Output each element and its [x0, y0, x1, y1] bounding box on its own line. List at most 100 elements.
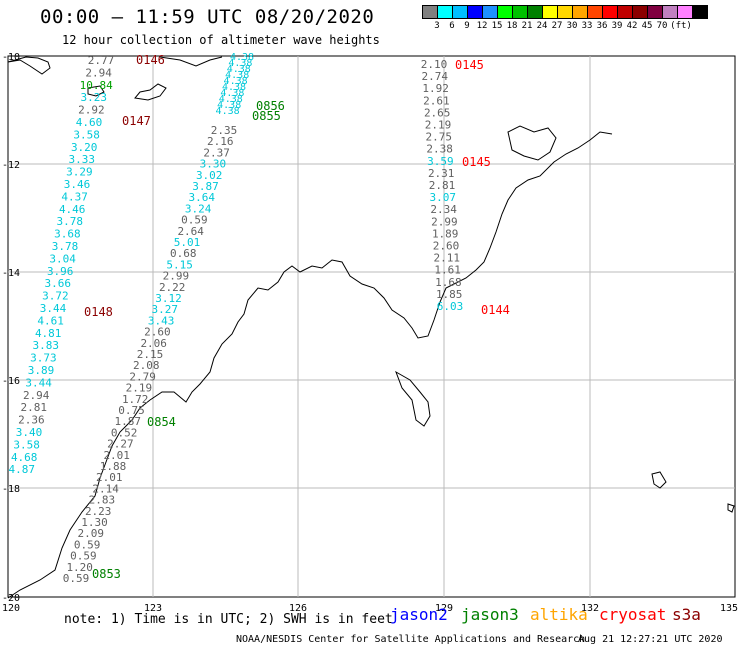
wave-height-value: 3.83 — [33, 339, 60, 352]
coast-north-islands — [7, 56, 51, 75]
wave-height-value-dense: 4.38 — [219, 94, 243, 105]
lat-tick-label: -18 — [2, 484, 20, 495]
pass-time-label: 0856 — [256, 99, 285, 113]
wave-height-value: 3.68 — [54, 228, 81, 241]
lon-tick-label: 123 — [144, 603, 162, 614]
color-scale-label: 70 — [656, 21, 668, 31]
wave-height-value: 4.60 — [76, 116, 103, 129]
wave-height-value: 4.37 — [61, 190, 88, 203]
lat-tick-label: -20 — [2, 593, 20, 604]
wave-height-value: 3.46 — [64, 178, 91, 191]
wave-height-value: 2.75 — [426, 131, 453, 144]
coast-tiny-2 — [727, 503, 735, 513]
wave-height-value: 3.04 — [49, 252, 76, 265]
color-scale-label: 39 — [611, 21, 623, 31]
lat-tick-label: -12 — [2, 160, 20, 171]
wave-height-value: 5.15 — [166, 258, 193, 271]
map-frame — [7, 55, 736, 598]
coastline — [7, 56, 735, 599]
color-scale-labels: 3 6 9 12 15 18 21 24 27 30 33 36 39 42 45 70 (ft) — [422, 19, 707, 31]
color-scale-label: 12 — [476, 21, 488, 31]
color-scale-label: 27 — [551, 21, 563, 31]
wave-height-value: 2.94 — [23, 389, 50, 402]
wave-height-value: 3.30 — [200, 158, 227, 171]
wave-height-value: 3.64 — [189, 191, 216, 204]
wave-height-value: 1.89 — [432, 227, 459, 240]
lon-tick-label: 120 — [2, 603, 20, 614]
wave-height-value: 3.87 — [192, 180, 219, 193]
wave-height-value: 1.61 — [434, 264, 461, 277]
color-scale-label: 33 — [581, 21, 593, 31]
wave-height-value: 2.60 — [144, 326, 171, 339]
wave-height-value: 2.83 — [89, 494, 116, 507]
color-scale-label: 18 — [506, 21, 518, 31]
wave-height-value: 1.72 — [122, 393, 149, 406]
color-scale-label: 15 — [491, 21, 503, 31]
wave-height-value: 4.87 — [9, 463, 36, 476]
coast-island-small — [87, 85, 105, 97]
wave-height-value: 2.08 — [133, 359, 160, 372]
wave-height-value: 2.64 — [177, 225, 204, 238]
wave-height-value: 2.15 — [137, 348, 164, 361]
wave-height-value: 2.14 — [92, 482, 119, 495]
wave-height-value: 0.59 — [70, 550, 97, 563]
wave-height-value: 3.44 — [25, 376, 52, 389]
wave-height-value-dense: 4.38 — [217, 100, 241, 111]
wave-height-value: 2.09 — [78, 527, 105, 540]
wave-height-value: 2.27 — [107, 438, 134, 451]
color-scale-label: 36 — [596, 21, 608, 31]
wave-height-value: 3.73 — [30, 352, 57, 365]
wave-height-value: 2.19 — [126, 382, 153, 395]
coast-tiny — [651, 471, 667, 489]
lon-tick-label: 135 — [720, 603, 738, 614]
wave-height-value-dense: 4.38 — [227, 64, 251, 75]
wave-height-value: 2.81 — [429, 179, 456, 192]
wave-height-value: 2.23 — [85, 505, 112, 518]
wave-height-value: 4.81 — [35, 327, 62, 340]
page-title: 00:00 – 11:59 UTC 08/20/2020 — [40, 6, 375, 28]
wave-height-value: 1.68 — [435, 276, 462, 289]
color-scale: 3 6 9 12 15 18 21 24 27 30 33 36 39 42 45 70 (ft) — [422, 5, 708, 31]
wave-height-value: 3.66 — [45, 277, 72, 290]
wave-height-value: 4.68 — [11, 451, 38, 464]
wave-height-value: 2.10 — [421, 58, 448, 71]
wave-height-value: 1.92 — [422, 82, 449, 95]
wave-height-value: 3.58 — [13, 438, 40, 451]
wave-height-value: 2.19 — [425, 119, 452, 132]
wave-height-value: 3.24 — [185, 202, 212, 215]
color-scale-swatches — [422, 5, 708, 19]
wave-height-value: 2.37 — [203, 146, 230, 159]
wave-height-value: 0.59 — [63, 572, 90, 585]
color-scale-label: 6 — [449, 21, 455, 31]
wave-height-value: 2.35 — [211, 124, 238, 137]
coast-australia-kimberley — [7, 131, 613, 599]
wave-height-value: 0.52 — [111, 426, 138, 439]
lon-tick-label: 129 — [435, 603, 453, 614]
wave-height-value: 0.68 — [170, 247, 197, 260]
pass-time-label: 0145 — [455, 58, 484, 72]
wave-height-value: 4.61 — [37, 314, 64, 327]
wave-height-value: 2.99 — [163, 270, 190, 283]
wave-height-value: 2.60 — [433, 240, 460, 253]
altimeter-tracks: 2.772.9410.843.232.924.603.583.203.333.2… — [9, 52, 464, 585]
wave-height-value: 5.01 — [174, 236, 201, 249]
color-scale-label: 24 — [536, 21, 548, 31]
wave-height-value: 2.22 — [159, 281, 186, 294]
wave-height-value: 2.34 — [430, 203, 457, 216]
wave-height-value: 3.20 — [71, 141, 98, 154]
pass-time-label: 0855 — [252, 109, 281, 123]
graticule — [8, 56, 735, 597]
lat-tick-label: -10 — [2, 52, 20, 63]
footer-note: note: 1) Time is in UTC; 2) SWH is in fe… — [64, 612, 393, 627]
pass-time-label: 0144 — [481, 303, 510, 317]
lat-tick-label: -16 — [2, 376, 20, 387]
wave-height-value: 2.36 — [18, 414, 45, 427]
pass-time-label: 0853 — [92, 567, 121, 581]
wave-height-value: 3.59 — [427, 155, 454, 168]
legend-item-altika: altika — [530, 605, 588, 624]
footer-credit: NOAA/NESDIS Center for Satellite Applica… — [236, 634, 586, 645]
wave-height-value-dense: 4.38 — [222, 82, 246, 93]
